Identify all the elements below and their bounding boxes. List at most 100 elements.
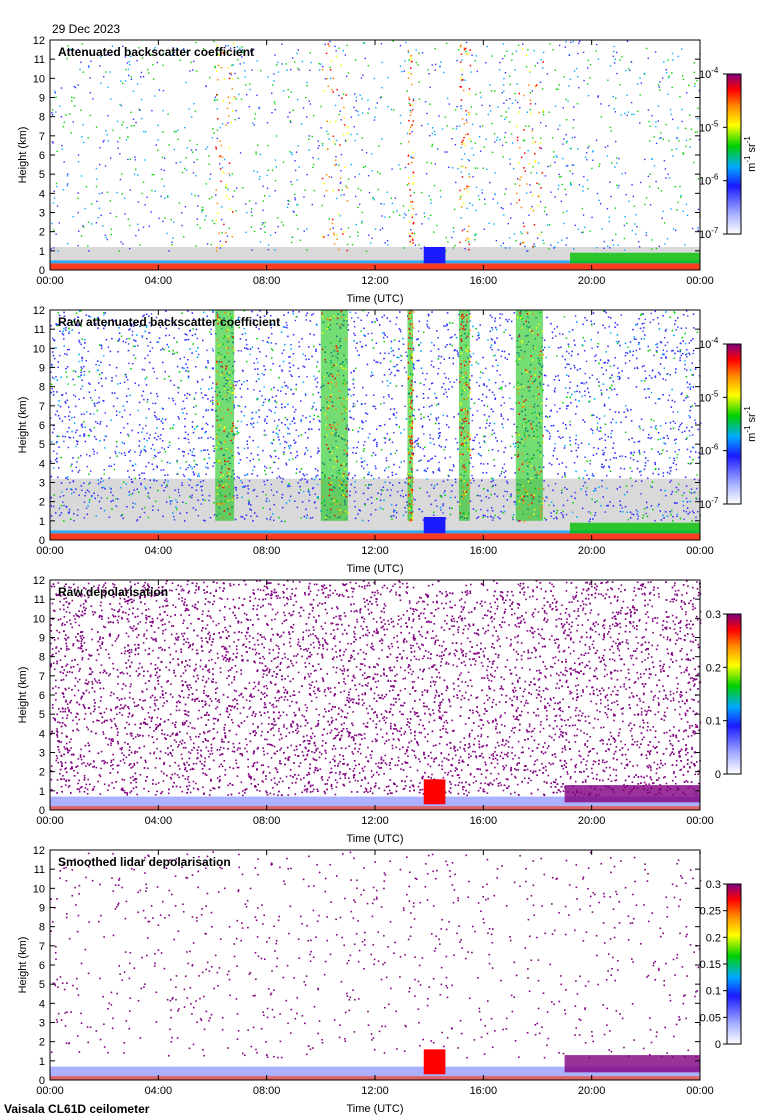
noise-point <box>208 198 211 200</box>
noise-point <box>476 167 479 169</box>
noise-point <box>88 491 90 493</box>
noise-point <box>161 178 163 180</box>
noise-point <box>621 56 623 58</box>
precip-point <box>343 117 345 119</box>
noise-point <box>78 230 80 232</box>
noise-point <box>300 517 302 519</box>
noise-point <box>245 203 247 205</box>
precip-point <box>459 86 462 88</box>
noise-point <box>146 196 148 198</box>
noise-point <box>128 247 131 250</box>
noise-point <box>179 161 182 163</box>
noise-point <box>586 487 588 489</box>
precip-point <box>466 121 468 124</box>
noise-point <box>282 436 285 438</box>
noise-point <box>250 50 252 53</box>
noise-point <box>162 131 164 133</box>
noise-point <box>490 90 493 92</box>
noise-point <box>600 103 602 105</box>
noise-point <box>188 464 190 466</box>
noise-point <box>419 460 422 462</box>
noise-point <box>272 494 275 497</box>
noise-point <box>464 79 466 81</box>
precip-point <box>463 136 465 139</box>
noise-point <box>201 485 203 488</box>
noise-point <box>183 356 185 359</box>
noise-point <box>233 190 236 192</box>
noise-point <box>685 327 687 329</box>
noise-point <box>649 140 651 142</box>
noise-point <box>197 195 200 197</box>
noise-point <box>688 84 690 87</box>
noise-point <box>276 477 278 479</box>
noise-point <box>87 66 90 69</box>
precip-point <box>463 123 465 125</box>
noise-point <box>457 352 459 354</box>
noise-point <box>694 402 696 405</box>
noise-point <box>212 382 214 384</box>
noise-point <box>53 424 55 427</box>
noise-point <box>626 114 628 117</box>
noise-point <box>609 408 611 411</box>
noise-point <box>681 494 684 497</box>
noise-point <box>83 501 86 503</box>
noise-point <box>66 175 69 177</box>
noise-point <box>489 105 491 107</box>
noise-point <box>671 149 673 151</box>
noise-point <box>298 69 300 71</box>
noise-point <box>128 63 131 66</box>
noise-point <box>287 199 289 202</box>
noise-point <box>109 200 112 202</box>
noise-point <box>313 414 316 417</box>
precip-point <box>467 52 470 55</box>
noise-point <box>105 236 107 239</box>
noise-point <box>287 203 290 205</box>
noise-point <box>610 130 612 132</box>
precip-point <box>411 214 413 216</box>
precip-point <box>459 45 462 48</box>
noise-point <box>73 491 75 493</box>
precip-point <box>531 194 534 196</box>
noise-point <box>609 332 612 334</box>
noise-point <box>87 137 89 139</box>
noise-point <box>271 92 273 95</box>
noise-point <box>277 61 279 64</box>
noise-point <box>306 249 308 251</box>
noise-point <box>128 435 130 437</box>
noise-point <box>84 494 86 497</box>
noise-point <box>221 206 223 208</box>
noise-point <box>274 190 276 192</box>
precip-point <box>222 100 225 102</box>
noise-point <box>653 136 655 138</box>
noise-point <box>604 146 607 148</box>
noise-point <box>103 314 105 316</box>
noise-point <box>542 383 545 386</box>
noise-point <box>73 384 76 386</box>
noise-point <box>334 143 336 145</box>
noise-point <box>85 186 88 188</box>
noise-point <box>428 72 430 75</box>
noise-point <box>418 98 421 100</box>
noise-point <box>427 460 429 462</box>
noise-point <box>495 239 498 242</box>
noise-point <box>469 202 471 205</box>
noise-point <box>633 205 636 208</box>
noise-point <box>404 166 407 169</box>
noise-point <box>116 120 119 123</box>
noise-point <box>534 245 536 247</box>
noise-point <box>235 50 238 53</box>
noise-point <box>602 449 604 452</box>
noise-point <box>191 494 193 496</box>
noise-point <box>148 225 151 227</box>
noise-point <box>256 421 259 424</box>
noise-point <box>557 128 559 131</box>
noise-point <box>354 59 357 61</box>
noise-point <box>446 42 448 45</box>
precip-point <box>325 189 328 192</box>
noise-point <box>421 52 424 54</box>
noise-point <box>582 185 584 188</box>
noise-point <box>548 432 551 434</box>
noise-point <box>225 45 227 47</box>
noise-point <box>335 155 337 158</box>
noise-point <box>640 82 643 84</box>
